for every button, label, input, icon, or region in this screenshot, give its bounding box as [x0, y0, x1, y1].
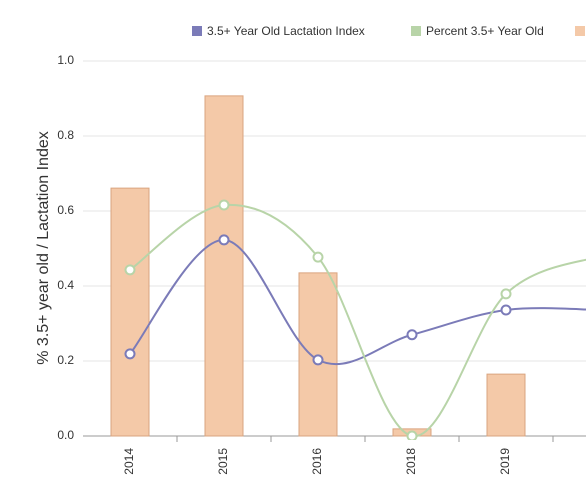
marker — [406, 430, 418, 440]
y-tick-label: 0.2 — [57, 353, 74, 367]
marker — [500, 288, 512, 300]
grid: 0.0 0.2 0.4 0.6 0.8 1.0 2014 2015 2016 2018 2019 — [57, 53, 586, 475]
legend-swatch — [411, 26, 421, 36]
legend: 3.5+ Year Old Lactation Index Percent 3.5… — [192, 24, 585, 38]
marker — [500, 304, 512, 316]
bar — [110, 187, 150, 437]
marker — [218, 199, 230, 211]
marker — [218, 234, 230, 246]
legend-swatch — [192, 26, 202, 36]
marker — [124, 348, 136, 360]
marker — [312, 251, 324, 263]
x-tick-label: 2015 — [216, 448, 230, 475]
x-tick-label: 2019 — [498, 448, 512, 475]
x-tick-label: 2016 — [310, 448, 324, 475]
legend-label: Percent 3.5+ Year Old — [426, 24, 544, 38]
legend-label: 3.5+ Year Old Lactation Index — [207, 24, 365, 38]
y-tick-label: 1.0 — [57, 53, 74, 67]
bar — [204, 95, 244, 437]
marker — [406, 329, 418, 341]
legend-swatch — [575, 26, 585, 36]
y-tick-label: 0.0 — [57, 428, 74, 442]
lines — [124, 199, 586, 440]
x-tick-label: 2018 — [404, 448, 418, 475]
y-axis-label: % 3.5+ year old / Lactation Index — [35, 131, 52, 364]
bar — [486, 373, 526, 437]
y-tick-label: 0.8 — [57, 128, 74, 142]
bars — [110, 95, 526, 437]
y-tick-label: 0.4 — [57, 278, 74, 292]
marker — [312, 354, 324, 366]
marker — [124, 264, 136, 276]
x-tick-label: 2014 — [122, 448, 136, 475]
y-tick-label: 0.6 — [57, 203, 74, 217]
line — [129, 238, 586, 366]
